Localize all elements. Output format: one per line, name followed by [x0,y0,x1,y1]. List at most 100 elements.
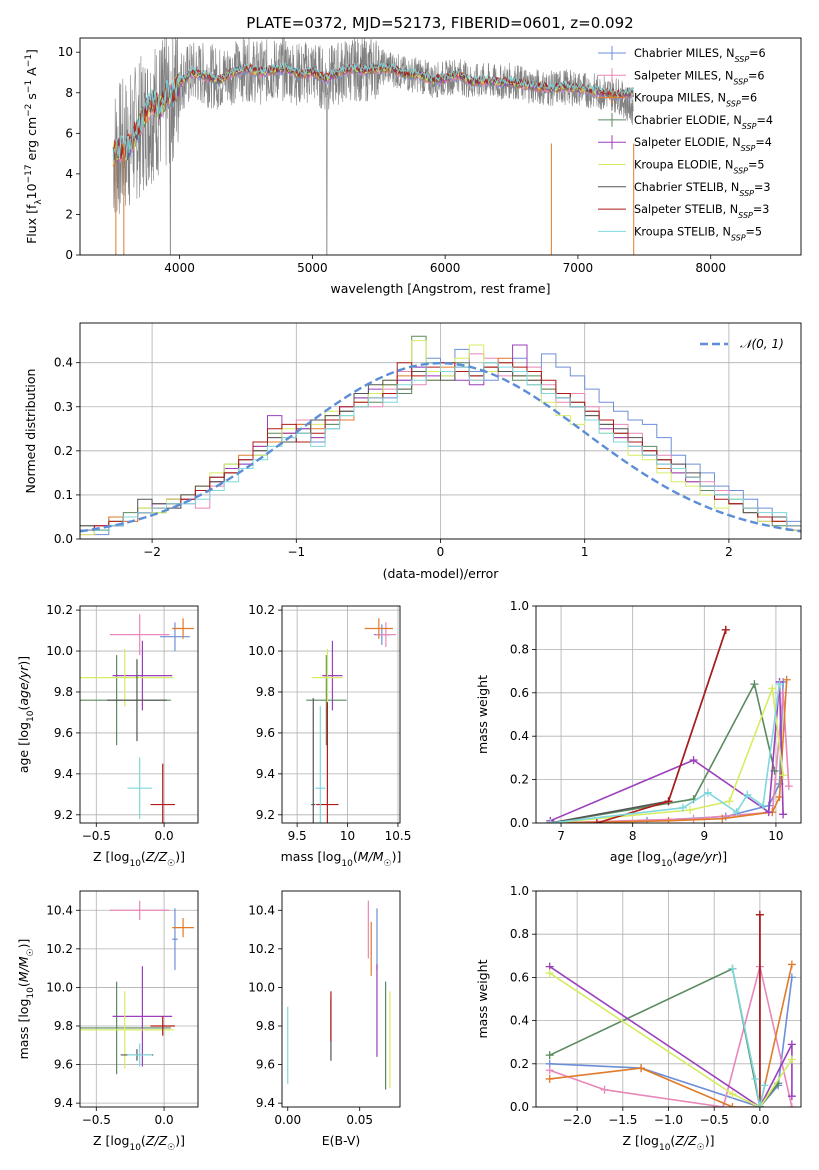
weight-point-salpeter_elodie [689,756,698,765]
legend-n: =5 [746,225,763,238]
y-tick-label: 10 [58,45,73,59]
weight-point-kroupa_miles [637,1064,646,1073]
weight-line-kroupa_miles [550,679,788,823]
weight-point-kroupa_stelib [732,808,741,817]
x-tick-label: 0.00 [274,1113,301,1127]
y-tick-label: 10.0 [248,980,275,994]
label-part: ☉ [697,1143,705,1153]
legend-label: Chabrier MILES, NSSP=6 [634,47,766,64]
y-tick-label: 0.2 [54,444,73,458]
weight-point-kroupa_miles [664,816,673,823]
y-tick-label: 9.6 [256,1058,275,1072]
legend-label: Kroupa MILES, NSSP=6 [634,92,757,109]
legend-sub: SSP [726,99,741,108]
weight-point-kroupa_elodie [545,969,554,978]
legend-n: =3 [754,181,771,194]
weight-point-kroupa_stelib [760,1081,769,1090]
x-tick-label: 6000 [430,261,461,275]
y-tick-label: 1.0 [510,884,529,898]
label-part: ( [672,849,677,864]
legend-n: =4 [755,136,772,149]
y-tick-label: 10.0 [248,644,275,658]
weight-point-kroupa_miles [728,1103,737,1107]
y-tick-label: 0.0 [54,532,73,546]
weight-point-salpeter_miles [600,1085,609,1094]
y-tick-label: 9.6 [54,1058,73,1072]
y-axis-label: Flux [fλ10−17 erg cm−2 s−1 A−1] [24,49,44,244]
panel-0: 4000 5000 6000 7000 8000 0 2 4 6 8 10 Chabrier MILE… [24,37,802,296]
y-tick-label: 9.2 [54,808,73,822]
y-tick-label: 10.2 [248,942,275,956]
label-part: Z/Z [674,1133,697,1148]
panel-7: −2.0 −1.5 −1.0 −0.5 0.0 0.0 0.2 0.4 0.6 0.8 1.0 Z [… [475,884,802,1153]
x-tick-label: 0.0 [750,1113,769,1127]
weight-line-kroupa_elodie [549,972,793,1107]
observed-spectrum [112,38,634,255]
legend-n: =6 [748,69,765,82]
weight-line-salpeter_miles [549,966,793,1107]
x-tick-label: 5000 [297,261,328,275]
x-tick-label: 10 [768,829,783,843]
y-tick-label: 6 [65,126,73,140]
legend-sub: SSP [733,77,748,86]
weight-point-chabrier_elodie [750,680,759,689]
weight-point-kroupa_miles [787,960,796,969]
legend-name: Kroupa STELIB, N [634,225,731,238]
legend-name: Chabrier STELIB, N [634,181,739,194]
weight-line-chabrier_stelib [550,629,727,823]
weight-point-kroupa_stelib [755,1103,764,1107]
legend-label: Chabrier ELODIE, NSSP=4 [634,114,773,130]
weight-point-kroupa_stelib [759,801,768,810]
weight-point-salpeter_miles [784,782,793,791]
axes-frame [79,37,802,256]
y-tick-label: 9.8 [256,685,275,699]
y-tick-label: 9.2 [256,808,275,822]
y-tick-label: 1.0 [510,599,529,613]
label-part: )] [392,849,402,864]
y-tick-label: 0.6 [510,970,529,984]
y-tick-label: 0.4 [54,356,73,370]
x-tick-label: 0.05 [346,1113,373,1127]
weight-point-salpeter_stelib [592,819,601,823]
weight-point-salpeter_stelib [755,910,764,919]
axes-frame [281,605,401,824]
y-tick-label: 0.2 [510,1057,529,1071]
y-tick-label: 0.4 [510,1014,529,1028]
legend-n: =5 [748,159,765,172]
y-tick-label: 2 [65,207,73,221]
y-tick-label: 10.2 [46,603,73,617]
legend-label: 𝒩(0, 1) [740,337,784,351]
weight-line-salpeter_elodie [549,965,793,1107]
axes-frame [79,322,802,540]
label-part: M/M [358,849,384,864]
label-part: −17 [24,164,34,183]
legend-label: Salpeter MILES, NSSP=6 [634,69,765,86]
legend-n: =6 [741,92,758,105]
y-tick-label: 0.4 [510,729,529,743]
label-part: Z [log [93,1133,129,1148]
weight-line-chabrier_elodie [550,681,776,823]
label-part: age [log [16,722,31,773]
legend-label: Salpeter ELODIE, NSSP=4 [634,136,772,153]
label-part: 10 [129,859,141,869]
label-part: age [log [610,849,661,864]
legend-n: =4 [756,114,773,127]
x-tick-label: 0 [437,545,445,559]
weight-plot [546,625,793,823]
y-tick-label: 10.4 [248,903,275,917]
label-part: s [24,93,39,104]
label-part: −1 [24,54,34,67]
legend-name: Kroupa MILES, N [634,92,726,105]
x-tick-label: 4000 [164,261,195,275]
x-tick-label: −2.0 [563,1113,592,1127]
label-part: Z [log [93,849,129,864]
legend-n: =6 [749,47,766,60]
label-part: Z/Z [145,1133,168,1148]
y-tick-label: 4 [65,167,73,181]
weight-point-kroupa_miles [718,814,727,823]
weight-point-salpeter_elodie [779,810,788,819]
weight-point-kroupa_stelib [678,803,687,812]
x-tick-label: 2 [725,545,733,559]
legend-sub: SSP [734,55,749,64]
